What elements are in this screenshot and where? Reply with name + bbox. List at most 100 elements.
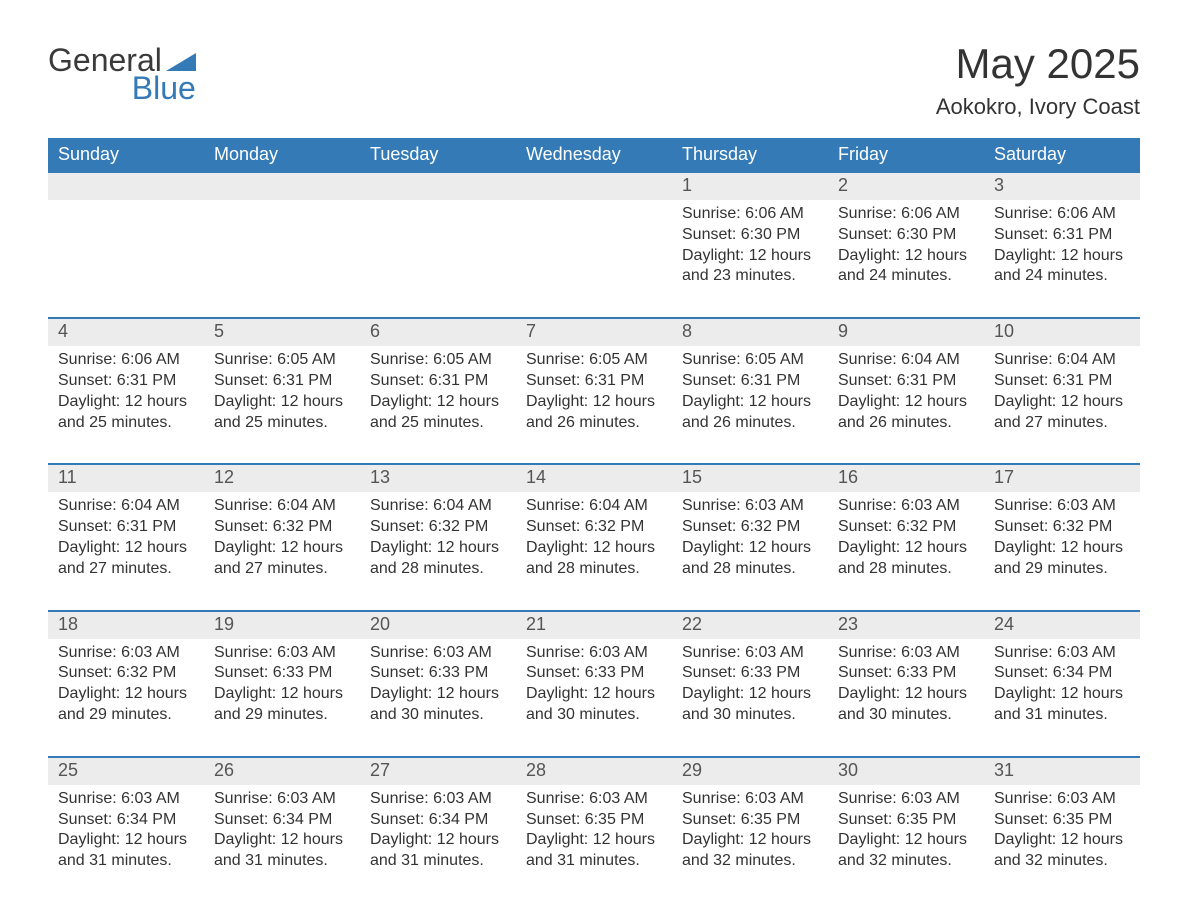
daylight-line: Daylight: 12 hours and 28 minutes. — [526, 538, 662, 580]
day-cell — [360, 200, 516, 317]
day-number: 5 — [204, 319, 360, 346]
day-number: 17 — [984, 465, 1140, 492]
day-number: 9 — [828, 319, 984, 346]
location: Aokokro, Ivory Coast — [936, 94, 1140, 120]
day-number: 21 — [516, 612, 672, 639]
sunrise-line: Sunrise: 6:03 AM — [682, 643, 818, 664]
daynum-row: 123 — [48, 173, 1140, 200]
day-cell: Sunrise: 6:05 AMSunset: 6:31 PMDaylight:… — [360, 346, 516, 463]
day-number: 22 — [672, 612, 828, 639]
day-header: Wednesday — [516, 138, 672, 173]
daylight-line: Daylight: 12 hours and 30 minutes. — [838, 684, 974, 726]
day-cell: Sunrise: 6:03 AMSunset: 6:32 PMDaylight:… — [48, 639, 204, 756]
daylight-line: Daylight: 12 hours and 28 minutes. — [370, 538, 506, 580]
day-number: 15 — [672, 465, 828, 492]
day-number: 24 — [984, 612, 1140, 639]
day-cell: Sunrise: 6:03 AMSunset: 6:33 PMDaylight:… — [204, 639, 360, 756]
day-number: 29 — [672, 758, 828, 785]
sunset-line: Sunset: 6:33 PM — [214, 663, 350, 684]
logo-text: General Blue — [48, 40, 196, 104]
sunrise-line: Sunrise: 6:06 AM — [994, 204, 1130, 225]
day-cell: Sunrise: 6:03 AMSunset: 6:33 PMDaylight:… — [672, 639, 828, 756]
day-cell: Sunrise: 6:03 AMSunset: 6:34 PMDaylight:… — [204, 785, 360, 902]
sunset-line: Sunset: 6:32 PM — [994, 517, 1130, 538]
week-row: 25262728293031Sunrise: 6:03 AMSunset: 6:… — [48, 756, 1140, 902]
sunset-line: Sunset: 6:33 PM — [682, 663, 818, 684]
day-cell: Sunrise: 6:05 AMSunset: 6:31 PMDaylight:… — [204, 346, 360, 463]
day-header: Friday — [828, 138, 984, 173]
sunset-line: Sunset: 6:35 PM — [526, 810, 662, 831]
daylight-line: Daylight: 12 hours and 32 minutes. — [838, 830, 974, 872]
day-number: 30 — [828, 758, 984, 785]
day-cell: Sunrise: 6:03 AMSunset: 6:33 PMDaylight:… — [828, 639, 984, 756]
daylight-line: Daylight: 12 hours and 31 minutes. — [370, 830, 506, 872]
sunset-line: Sunset: 6:31 PM — [994, 371, 1130, 392]
daylight-line: Daylight: 12 hours and 32 minutes. — [994, 830, 1130, 872]
daynum-row: 25262728293031 — [48, 758, 1140, 785]
sunrise-line: Sunrise: 6:03 AM — [58, 789, 194, 810]
week-row: 18192021222324Sunrise: 6:03 AMSunset: 6:… — [48, 610, 1140, 756]
daylight-line: Daylight: 12 hours and 27 minutes. — [994, 392, 1130, 434]
sunset-line: Sunset: 6:32 PM — [682, 517, 818, 538]
daylight-line: Daylight: 12 hours and 25 minutes. — [58, 392, 194, 434]
day-number: 4 — [48, 319, 204, 346]
sunrise-line: Sunrise: 6:05 AM — [370, 350, 506, 371]
day-header: Sunday — [48, 138, 204, 173]
sunrise-line: Sunrise: 6:03 AM — [682, 789, 818, 810]
week-row: 11121314151617Sunrise: 6:04 AMSunset: 6:… — [48, 463, 1140, 609]
sunrise-line: Sunrise: 6:03 AM — [994, 643, 1130, 664]
calendar: SundayMondayTuesdayWednesdayThursdayFrid… — [48, 138, 1140, 902]
day-header: Tuesday — [360, 138, 516, 173]
daylight-line: Daylight: 12 hours and 30 minutes. — [526, 684, 662, 726]
day-number — [516, 173, 672, 200]
sunrise-line: Sunrise: 6:03 AM — [214, 643, 350, 664]
day-number: 13 — [360, 465, 516, 492]
sunset-line: Sunset: 6:33 PM — [526, 663, 662, 684]
sunrise-line: Sunrise: 6:03 AM — [994, 496, 1130, 517]
day-cell: Sunrise: 6:06 AMSunset: 6:31 PMDaylight:… — [48, 346, 204, 463]
daynum-row: 45678910 — [48, 319, 1140, 346]
day-cell: Sunrise: 6:03 AMSunset: 6:32 PMDaylight:… — [984, 492, 1140, 609]
day-cell: Sunrise: 6:06 AMSunset: 6:30 PMDaylight:… — [828, 200, 984, 317]
sunset-line: Sunset: 6:34 PM — [58, 810, 194, 831]
day-cell: Sunrise: 6:04 AMSunset: 6:32 PMDaylight:… — [204, 492, 360, 609]
sunset-line: Sunset: 6:32 PM — [838, 517, 974, 538]
day-cell: Sunrise: 6:04 AMSunset: 6:31 PMDaylight:… — [984, 346, 1140, 463]
header: General Blue May 2025 Aokokro, Ivory Coa… — [48, 40, 1140, 120]
day-number: 6 — [360, 319, 516, 346]
sunset-line: Sunset: 6:32 PM — [370, 517, 506, 538]
sunset-line: Sunset: 6:32 PM — [214, 517, 350, 538]
daylight-line: Daylight: 12 hours and 23 minutes. — [682, 246, 818, 288]
sunrise-line: Sunrise: 6:04 AM — [370, 496, 506, 517]
sunrise-line: Sunrise: 6:05 AM — [682, 350, 818, 371]
daylight-line: Daylight: 12 hours and 29 minutes. — [58, 684, 194, 726]
day-cell: Sunrise: 6:03 AMSunset: 6:34 PMDaylight:… — [48, 785, 204, 902]
sunset-line: Sunset: 6:32 PM — [526, 517, 662, 538]
logo: General Blue — [48, 40, 196, 104]
sunrise-line: Sunrise: 6:03 AM — [838, 496, 974, 517]
day-number: 19 — [204, 612, 360, 639]
daylight-line: Daylight: 12 hours and 30 minutes. — [370, 684, 506, 726]
daylight-line: Daylight: 12 hours and 26 minutes. — [838, 392, 974, 434]
sunset-line: Sunset: 6:30 PM — [682, 225, 818, 246]
weeks-container: 123Sunrise: 6:06 AMSunset: 6:30 PMDaylig… — [48, 173, 1140, 902]
sunset-line: Sunset: 6:35 PM — [994, 810, 1130, 831]
sunset-line: Sunset: 6:31 PM — [682, 371, 818, 392]
daylight-line: Daylight: 12 hours and 32 minutes. — [682, 830, 818, 872]
sunrise-line: Sunrise: 6:04 AM — [58, 496, 194, 517]
day-cell: Sunrise: 6:04 AMSunset: 6:31 PMDaylight:… — [48, 492, 204, 609]
sunset-line: Sunset: 6:34 PM — [994, 663, 1130, 684]
sunset-line: Sunset: 6:34 PM — [370, 810, 506, 831]
day-number: 14 — [516, 465, 672, 492]
day-number: 11 — [48, 465, 204, 492]
day-number: 7 — [516, 319, 672, 346]
day-cell: Sunrise: 6:06 AMSunset: 6:31 PMDaylight:… — [984, 200, 1140, 317]
day-cell: Sunrise: 6:03 AMSunset: 6:35 PMDaylight:… — [516, 785, 672, 902]
daylight-line: Daylight: 12 hours and 29 minutes. — [994, 538, 1130, 580]
sunset-line: Sunset: 6:31 PM — [58, 371, 194, 392]
sunrise-line: Sunrise: 6:03 AM — [526, 643, 662, 664]
day-cell: Sunrise: 6:03 AMSunset: 6:34 PMDaylight:… — [360, 785, 516, 902]
sunset-line: Sunset: 6:31 PM — [58, 517, 194, 538]
sunset-line: Sunset: 6:31 PM — [526, 371, 662, 392]
sunrise-line: Sunrise: 6:04 AM — [994, 350, 1130, 371]
